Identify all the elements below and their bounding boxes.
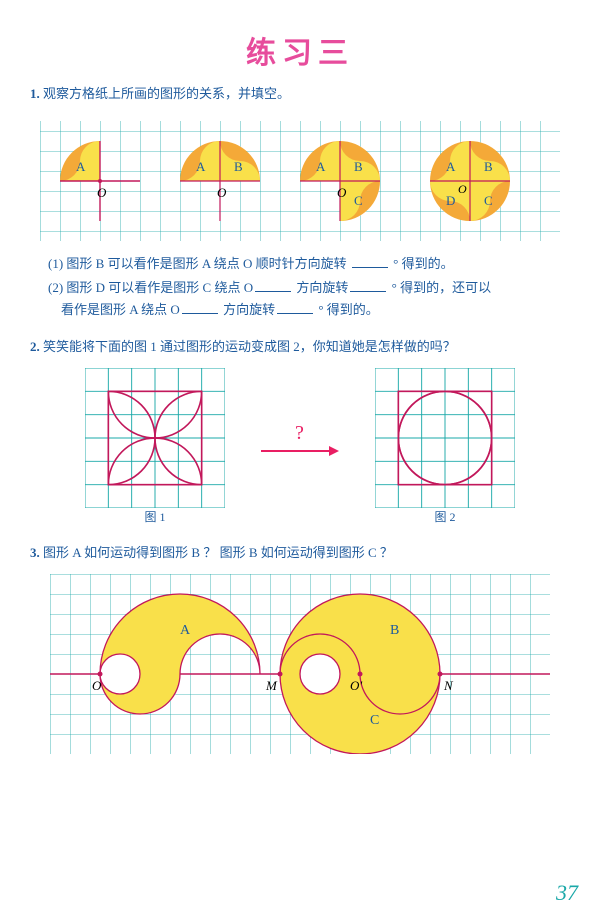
q1-sub2: (2) 图形 D 可以看作是图形 C 绕点 O 方向旋转 ° 得到的，还可以 看… [48,277,570,321]
svg-text:A: A [196,159,206,174]
svg-text:O: O [337,185,347,200]
svg-text:B: B [234,159,243,174]
svg-text:A: A [446,159,456,174]
q3-figure: A B C O M O' N [50,574,600,754]
q2-figure: 图 1 ? 图 2 [0,368,600,525]
svg-text:O: O [97,185,107,200]
svg-text:O: O [458,182,467,196]
svg-text:M: M [265,678,278,693]
svg-text:C: C [484,193,493,208]
svg-text:B: B [390,623,399,638]
svg-text:A: A [316,159,326,174]
q2-caption1: 图 1 [85,508,225,525]
svg-text:A: A [180,623,191,638]
svg-text:O: O [92,678,102,693]
q2-prompt: 2. 笑笑能将下面的图 1 通过图形的运动变成图 2，你知道她是怎样做的吗？ [30,337,570,358]
q1-text: 观察方格纸上所画的图形的关系，并填空。 [43,86,290,101]
svg-text:A: A [76,159,86,174]
svg-text:?: ? [295,422,304,444]
svg-text:N: N [443,678,454,693]
svg-text:C: C [370,713,379,728]
q3-prompt: 3. 图形 A 如何运动得到图形 B ？ 图形 B 如何运动得到图形 C ？ [30,543,570,564]
svg-text:B: B [484,159,493,174]
q1-prompt: 1. 观察方格纸上所画的图形的关系，并填空。 [30,84,570,105]
svg-text:O': O' [350,678,362,693]
svg-text:C: C [354,193,363,208]
svg-text:O: O [217,185,227,200]
q2-text: 笑笑能将下面的图 1 通过图形的运动变成图 2，你知道她是怎样做的吗？ [43,339,456,354]
q1-figure: A O A B O A B C O A B C D O [40,111,600,251]
svg-text:B: B [354,159,363,174]
q1-sub1: (1) 图形 B 可以看作是图形 A 绕点 O 顺时针方向旋转 ° 得到的。 [48,253,570,275]
page-number: 37 [556,880,578,906]
page-title: 练习三 [0,28,600,72]
q2-num: 2. [30,339,40,354]
svg-text:D: D [446,193,455,208]
q3-text: 图形 A 如何运动得到图形 B ？ 图形 B 如何运动得到图形 C ？ [43,545,393,560]
arrow-icon: ? [255,421,345,471]
q1-num: 1. [30,86,40,101]
q2-caption2: 图 2 [375,508,515,525]
q3-num: 3. [30,545,40,560]
